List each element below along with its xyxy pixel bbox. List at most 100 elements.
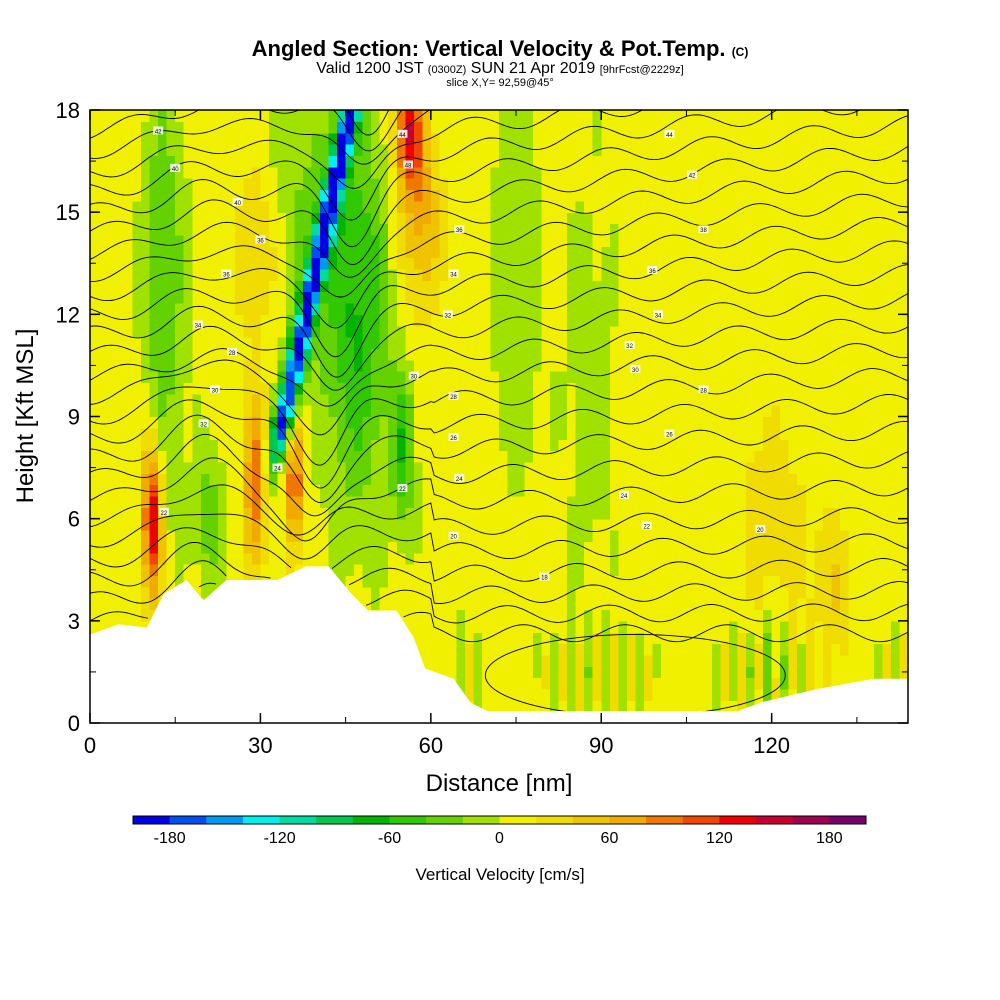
field-cell — [499, 586, 509, 599]
field-cell — [567, 382, 577, 395]
field-cell — [754, 473, 764, 486]
field-cell — [345, 484, 355, 497]
field-cell — [643, 200, 653, 213]
field-cell — [652, 575, 662, 588]
field-cell — [737, 632, 747, 645]
field-cell — [200, 507, 210, 520]
field-cell — [533, 121, 543, 134]
field-cell — [456, 586, 466, 599]
field-cell — [439, 382, 449, 395]
field-cell — [413, 234, 423, 247]
field-cell — [90, 530, 100, 542]
field-cell — [447, 314, 457, 327]
field-cell — [729, 302, 739, 315]
field-cell — [626, 461, 636, 474]
field-cell — [584, 439, 594, 452]
field-cell — [481, 337, 492, 349]
field-cell — [763, 234, 773, 247]
field-cell — [405, 564, 415, 577]
field-cell — [422, 450, 432, 463]
field-cell — [831, 337, 841, 349]
field-cell — [499, 132, 509, 145]
field-cell — [456, 155, 466, 168]
field-cell — [413, 620, 423, 633]
field-cell — [788, 473, 798, 486]
field-cell — [558, 291, 568, 304]
field-cell — [635, 291, 645, 304]
field-cell — [226, 189, 236, 202]
field-cell — [396, 121, 406, 134]
field-cell — [320, 405, 330, 418]
field-cell — [328, 405, 338, 418]
field-cell — [618, 348, 628, 361]
field-cell — [260, 427, 270, 440]
field-cell — [541, 234, 551, 247]
field-cell — [533, 371, 543, 384]
field-cell — [746, 427, 756, 440]
field-cell — [737, 688, 747, 701]
field-cell — [848, 666, 858, 679]
field-cell — [158, 348, 168, 361]
field-cell — [516, 598, 526, 611]
field-cell — [805, 223, 815, 236]
field-cell — [771, 348, 781, 361]
field-cell — [822, 530, 832, 542]
field-cell — [677, 212, 688, 225]
field-cell — [456, 677, 466, 690]
field-cell — [822, 643, 832, 656]
field-cell — [175, 144, 185, 157]
field-cell — [609, 598, 619, 611]
field-cell — [388, 110, 398, 122]
field-cell — [541, 144, 551, 157]
field-cell — [98, 144, 108, 157]
field-cell — [98, 620, 108, 633]
field-cell — [703, 666, 713, 679]
field-cell — [90, 405, 100, 418]
field-cell — [592, 132, 602, 145]
field-cell — [575, 337, 585, 349]
field-cell — [507, 223, 517, 236]
field-cell — [311, 200, 321, 213]
field-cell — [371, 348, 381, 361]
field-cell — [550, 552, 560, 565]
field-cell — [626, 609, 636, 622]
field-cell — [439, 507, 449, 520]
field-cell — [311, 541, 321, 554]
field-cell — [371, 461, 381, 474]
field-cell — [746, 314, 756, 327]
field-cell — [141, 507, 151, 520]
field-cell — [328, 461, 338, 474]
field-cell — [677, 541, 688, 554]
field-cell — [456, 518, 466, 531]
field-cell — [737, 121, 747, 134]
field-cell — [337, 166, 347, 179]
field-cell — [575, 700, 585, 713]
field-cell — [541, 586, 551, 599]
field-cell — [490, 450, 500, 463]
field-cell — [763, 586, 773, 599]
field-cell — [626, 325, 636, 338]
field-cell — [473, 348, 483, 361]
field-cell — [660, 541, 671, 554]
field-cell — [635, 144, 645, 157]
field-cell — [183, 200, 193, 213]
field-cell — [388, 325, 398, 338]
field-cell — [737, 382, 747, 395]
field-cell — [226, 484, 236, 497]
field-cell — [430, 246, 440, 259]
field-cell — [285, 268, 296, 281]
field-cell — [499, 348, 509, 361]
field-cell — [337, 552, 347, 565]
field-cell — [797, 461, 807, 474]
field-cell — [601, 212, 611, 225]
field-cell — [320, 144, 330, 157]
field-cell — [763, 416, 773, 429]
field-cell — [746, 450, 756, 463]
field-cell — [158, 405, 168, 418]
field-cell — [115, 393, 125, 406]
field-cell — [473, 280, 483, 293]
field-cell — [626, 132, 636, 145]
field-cell — [660, 620, 671, 633]
field-cell — [175, 530, 185, 542]
field-cell — [268, 166, 279, 179]
